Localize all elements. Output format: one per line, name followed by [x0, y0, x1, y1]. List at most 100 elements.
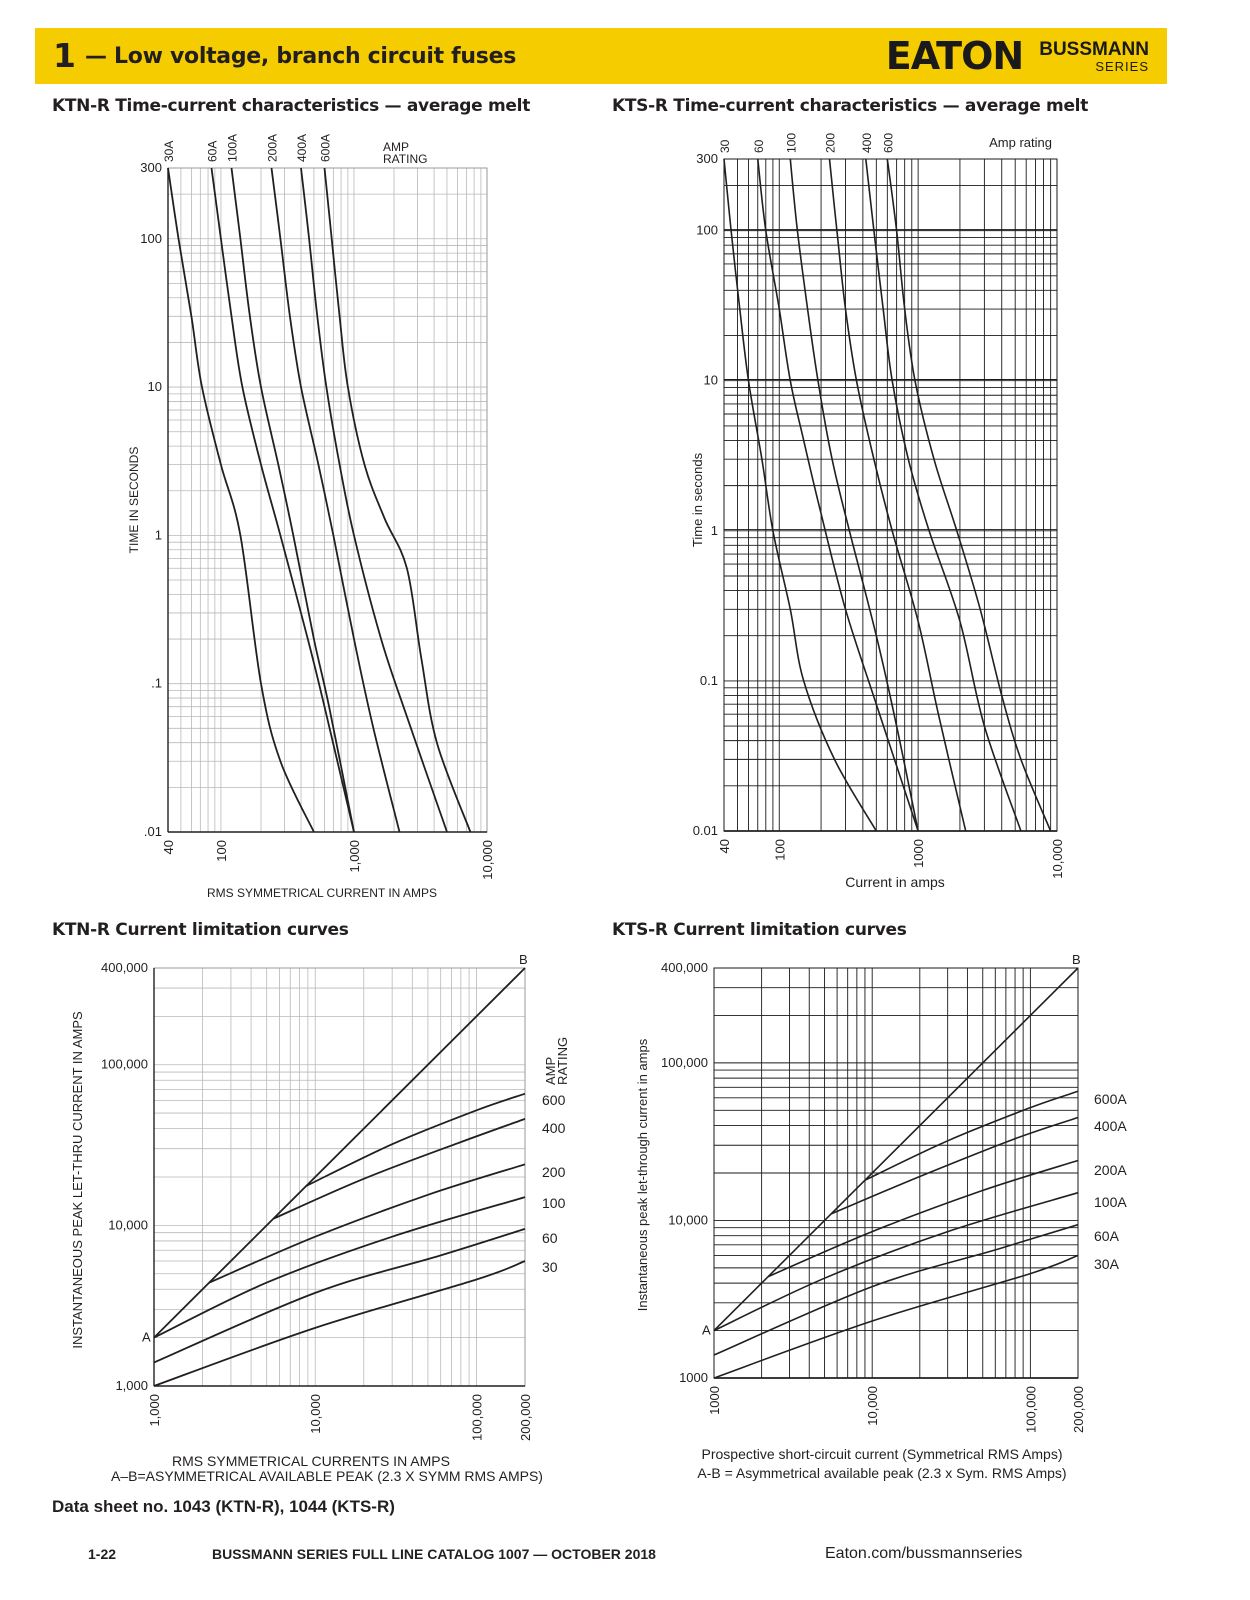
y-tick-label: 1 [155, 527, 162, 542]
series-label: 400A [1094, 1118, 1127, 1134]
series-curve-60a [210, 167, 355, 833]
x-axis-title: RMS SYMMETRICAL CURRENTS IN AMPS [172, 1453, 450, 1469]
y-tick-label: 100,000 [661, 1055, 708, 1070]
y-axis-title: INSTANTANEOUS PEAK LET-THRU CURRENT IN A… [70, 1011, 85, 1349]
y-tick-label: 1 [711, 523, 718, 538]
y-tick-label: 100 [696, 223, 718, 238]
eaton-logo: EATON [885, 34, 1024, 78]
x-tick-label: 10,000 [1050, 839, 1065, 879]
y-tick-label: 10 [704, 373, 718, 388]
ktn-cl-title: KTN-R Current limitation curves [52, 920, 349, 940]
x-axis-subtitle: A-B = Asymmetrical available peak (2.3 x… [697, 1465, 1066, 1481]
y-tick-label: 0.01 [693, 823, 718, 838]
series-curve-60a [713, 1223, 1079, 1356]
x-tick-label: 40 [717, 839, 732, 853]
y-tick-label: .01 [144, 824, 162, 839]
series-curve-200 [828, 158, 967, 832]
series-label: 100A [1094, 1194, 1127, 1210]
series-label: 200A [1094, 1162, 1127, 1178]
series-label: 60A [206, 141, 220, 162]
y-axis-title: Instantaneous peak let-through current i… [635, 1038, 650, 1311]
ab-label-b: B [519, 952, 528, 967]
series-curve-60 [153, 1228, 526, 1364]
x-tick-label: 100,000 [1023, 1386, 1038, 1433]
series-label: 400A [295, 134, 309, 162]
series-curve-600 [305, 1092, 526, 1187]
y-tick-label: 300 [696, 151, 718, 166]
series-label: 60A [1094, 1228, 1120, 1244]
series-label: 60 [752, 139, 766, 153]
x-tick-label: 200,000 [518, 1394, 533, 1441]
ktn-tc-title: KTN-R Time-current characteristics — ave… [52, 96, 531, 116]
x-tick-label: 40 [161, 840, 176, 854]
series-label: 600A [1094, 1091, 1127, 1107]
catalog-reference: BUSSMANN SERIES FULL LINE CATALOG 1007 —… [212, 1546, 656, 1562]
x-tick-label: 1,000 [147, 1394, 162, 1427]
series-curve-200a [767, 1159, 1079, 1278]
series-curve-60 [757, 158, 919, 832]
x-tick-label: 100 [772, 839, 787, 861]
series-label: 600 [881, 133, 895, 153]
x-axis-title: RMS SYMMETRICAL CURRENT IN AMPS [207, 886, 437, 900]
y-tick-label: 0.1 [700, 673, 718, 688]
x-tick-label: 1000 [911, 839, 926, 868]
series-curve-100 [789, 158, 919, 832]
eaton-bussmann-logo: EATON BUSSMANN SERIES [886, 36, 1149, 76]
ab-line [153, 967, 526, 1339]
series-label: 30 [542, 1259, 558, 1275]
series-curve-30a [713, 1254, 1079, 1379]
series-curve-400 [273, 1118, 526, 1220]
datasheet-reference: Data sheet no. 1043 (KTN-R), 1044 (KTS-R… [52, 1497, 395, 1516]
series-curve-30 [153, 1260, 526, 1387]
section-banner: 1 — Low voltage, branch circuit fuses EA… [35, 28, 1167, 84]
series-label: 30A [162, 141, 176, 162]
y-axis-title: Time in seconds [690, 452, 705, 547]
x-tick-label: 1,000 [347, 840, 362, 873]
series-curve-100 [153, 1196, 526, 1339]
x-tick-label: 10,000 [480, 840, 495, 880]
plot-frame [167, 167, 488, 833]
x-tick-label: 10,000 [865, 1386, 880, 1426]
legend-title: RATING [555, 1037, 570, 1085]
series-curve-200 [208, 1163, 526, 1284]
x-tick-label: 1000 [707, 1386, 722, 1415]
x-axis-title: Prospective short-circuit current (Symme… [702, 1446, 1063, 1462]
series-label: 600 [542, 1092, 566, 1108]
y-tick-label: 10,000 [108, 1217, 148, 1232]
plot-frame [723, 158, 1058, 832]
series-curve-400 [865, 158, 1022, 832]
series-curve-600a [864, 1090, 1079, 1181]
kts-tc-title: KTS-R Time-current characteristics — ave… [612, 96, 1089, 116]
x-tick-label: 100,000 [469, 1394, 484, 1441]
series-label: 200 [542, 1164, 566, 1180]
ab-label-b: B [1072, 952, 1081, 967]
ab-label-a: A [142, 1330, 151, 1345]
legend-title: Amp rating [989, 135, 1052, 150]
series-label: 400 [542, 1120, 566, 1136]
section-number: 1 [53, 36, 76, 75]
legend-title: AMP [543, 1057, 558, 1085]
y-tick-label: .1 [151, 676, 162, 691]
bussmann-logo: BUSSMANN SERIES [1039, 40, 1149, 73]
x-tick-label: 100 [214, 840, 229, 862]
x-axis-subtitle: A–B=ASYMMETRICAL AVAILABLE PEAK (2.3 X S… [111, 1468, 543, 1484]
series-curve-200a [270, 167, 401, 833]
y-tick-label: 100 [140, 231, 162, 246]
y-tick-label: 300 [140, 160, 162, 175]
kts-cl-title: KTS-R Current limitation curves [612, 920, 907, 940]
series-curve-30a [167, 167, 315, 833]
series-label: 200A [266, 134, 280, 162]
series-curve-600 [886, 158, 1052, 832]
y-tick-label: 1000 [679, 1370, 708, 1385]
ab-line [713, 967, 1079, 1332]
y-tick-label: 400,000 [661, 960, 708, 975]
bussmann-wordmark: BUSSMANN [1039, 38, 1149, 60]
section-title: — Low voltage, branch circuit fuses [85, 44, 516, 69]
series-label: 600A [318, 134, 332, 162]
series-label: 60 [542, 1230, 558, 1246]
website-link[interactable]: Eaton.com/bussmannseries [825, 1545, 1023, 1562]
